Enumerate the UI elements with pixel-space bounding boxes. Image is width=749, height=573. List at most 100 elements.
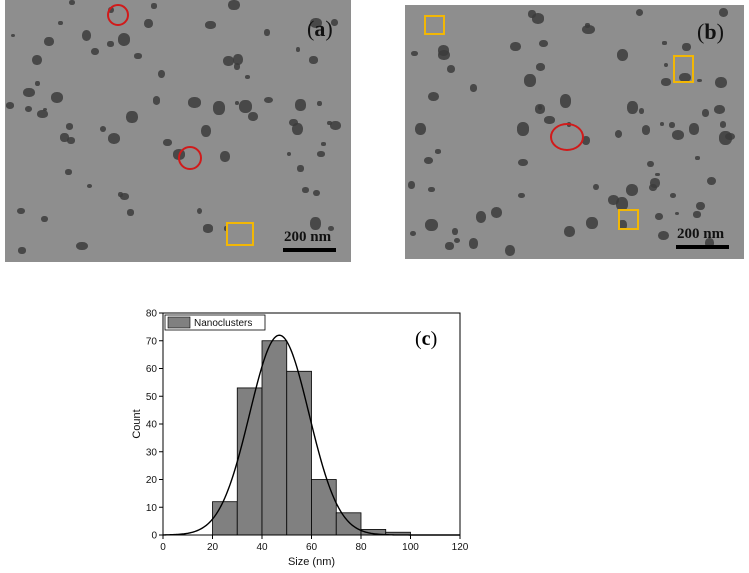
legend-label: Nanoclusters: [194, 318, 252, 329]
nanocluster-particle: [330, 120, 342, 130]
nanocluster-particle: [445, 242, 455, 250]
nanocluster-particle: [657, 230, 670, 241]
panel-label-b: (b): [697, 19, 724, 44]
nanocluster-particle: [564, 225, 576, 237]
nanocluster-particle: [646, 160, 654, 168]
x-axis-title: Size (nm): [288, 556, 335, 568]
yellow-square-marker: [424, 15, 445, 35]
nanocluster-particle: [616, 48, 629, 61]
nanocluster-particle: [618, 220, 627, 230]
nanocluster-particle: [228, 0, 240, 11]
nanocluster-particle: [58, 20, 63, 26]
nanocluster-particle: [446, 65, 456, 74]
x-tick-label: 20: [207, 542, 219, 553]
red-circle-marker: [550, 123, 584, 151]
nanocluster-particle: [669, 193, 676, 199]
nanocluster-particle: [638, 107, 645, 114]
nanocluster-particle: [428, 186, 435, 192]
nanocluster-particle: [535, 62, 546, 72]
red-circle-marker: [107, 4, 129, 26]
nanocluster-particle: [163, 138, 172, 147]
scale-bar-b: [676, 245, 729, 249]
nanocluster-particle: [689, 123, 699, 135]
yellow-square-marker: [226, 222, 254, 246]
nanocluster-particle: [234, 63, 240, 70]
y-tick-label: 40: [146, 420, 158, 431]
nanocluster-particle: [264, 29, 270, 37]
size-histogram-chart: 0 20 40 60 80 100 120 0 10 20 30 40 50 60 70 80 Size (…: [131, 309, 469, 569]
scale-bar-label-a: 200 nm: [284, 229, 332, 245]
nanocluster-particle: [200, 125, 212, 138]
y-tick-label: 60: [146, 364, 158, 375]
y-axis-title: Count: [131, 409, 143, 438]
nanocluster-particle: [451, 227, 458, 235]
nanocluster-particle: [312, 189, 320, 197]
nanocluster-particle: [531, 13, 545, 24]
nanocluster-particle: [187, 96, 201, 108]
y-tick-label: 30: [146, 447, 158, 458]
nanocluster-particle: [86, 183, 93, 188]
nanocluster-particle: [627, 101, 639, 114]
nanocluster-particle: [509, 41, 521, 52]
nanocluster-particle: [585, 216, 598, 230]
nanocluster-particle: [713, 105, 726, 115]
nanocluster-particle: [157, 69, 165, 79]
nanocluster-particle: [437, 44, 450, 56]
nanocluster-particle: [310, 17, 323, 29]
nanocluster-particle: [117, 192, 123, 198]
nanocluster-particle: [81, 29, 92, 42]
nanocluster-particle: [607, 194, 619, 205]
x-tick-label: 40: [256, 542, 268, 553]
nanocluster-particle: [107, 40, 114, 47]
y-tick-label: 0: [151, 531, 157, 542]
nanocluster-particle: [409, 230, 416, 237]
nanocluster-particle: [682, 42, 691, 51]
nanocluster-particle: [672, 129, 685, 141]
nanocluster-particle: [196, 207, 203, 214]
nanocluster-particle: [66, 137, 75, 144]
nanocluster-particle: [518, 192, 525, 199]
nanocluster-particle: [263, 96, 274, 104]
nanocluster-particle: [308, 56, 318, 64]
yellow-square-marker: [673, 55, 694, 83]
nanocluster-particle: [317, 150, 325, 157]
nanocluster-particle: [649, 178, 660, 188]
nanocluster-particle: [65, 169, 72, 176]
nanocluster-particle: [233, 53, 243, 65]
nanocluster-particle: [654, 213, 663, 221]
nanocluster-particle: [719, 121, 727, 128]
nanocluster-particle: [76, 241, 88, 251]
y-tick-label: 80: [146, 309, 158, 320]
nanocluster-particle: [150, 3, 157, 9]
x-tick-label: 100: [402, 542, 419, 553]
nanocluster-particle: [327, 120, 332, 126]
nanocluster-particle: [90, 47, 99, 56]
panel-label-a: (a): [307, 16, 333, 41]
nanocluster-particle: [697, 78, 702, 82]
nanocluster-particle: [203, 224, 213, 233]
nanocluster-particle: [655, 172, 660, 177]
nanocluster-particle: [435, 149, 441, 154]
histogram-bar: [236, 387, 263, 536]
nanocluster-particle: [490, 206, 503, 218]
histogram-bar: [212, 501, 238, 536]
nanocluster-particle: [126, 209, 134, 216]
nanocluster-particle: [309, 217, 322, 230]
y-axis-ticks: 0 10 20 30 40 50 60 70 80: [146, 309, 163, 542]
nanocluster-particle: [504, 244, 516, 257]
nanocluster-particle: [414, 122, 426, 135]
scale-bar-label-b: 200 nm: [677, 226, 725, 242]
nanocluster-particle: [234, 100, 239, 105]
nanocluster-particle: [543, 115, 555, 124]
histogram-bar: [261, 340, 288, 536]
nanocluster-particle: [69, 0, 76, 6]
x-axis-ticks: 0 20 40 60 80 100 120: [160, 535, 469, 553]
nanocluster-particle: [11, 33, 16, 38]
nanocluster-particle: [659, 121, 664, 126]
nanocluster-particle: [18, 247, 26, 255]
nanocluster-particle: [223, 56, 235, 67]
micrograph-panel-b: (b) 200 nm: [405, 5, 744, 259]
nanocluster-particle: [117, 33, 131, 47]
nanocluster-particle: [23, 88, 35, 98]
nanocluster-particle: [205, 21, 216, 30]
